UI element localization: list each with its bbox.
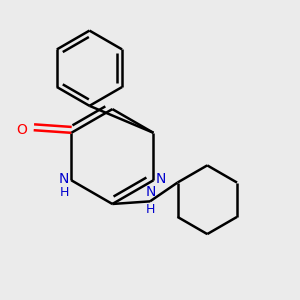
Text: H: H: [146, 203, 155, 216]
Text: O: O: [16, 123, 27, 137]
Text: N: N: [59, 172, 69, 186]
Text: H: H: [59, 186, 69, 199]
Text: N: N: [145, 185, 155, 199]
Text: N: N: [155, 172, 166, 186]
